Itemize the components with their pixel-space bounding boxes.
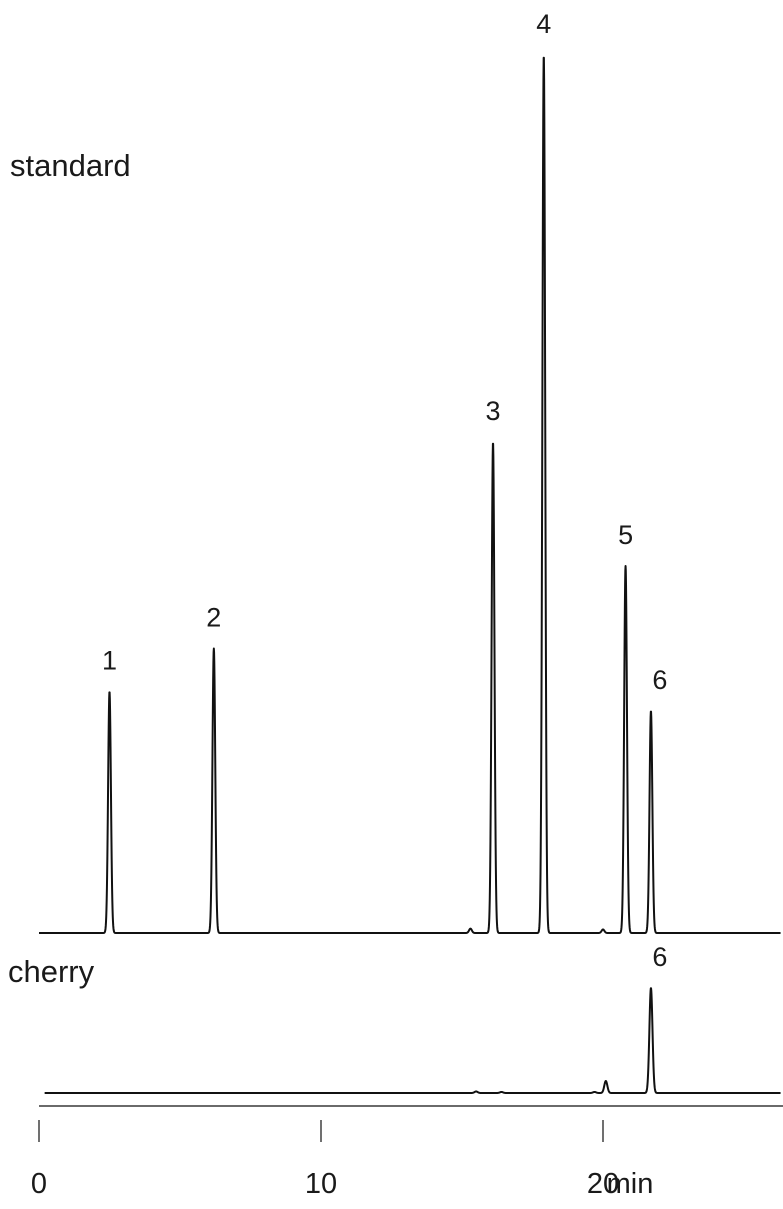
peak-label-5: 5 xyxy=(618,520,633,550)
peak-label-6: 6 xyxy=(652,665,667,695)
peak-label-4: 4 xyxy=(536,9,551,39)
panel-title-standard: standard xyxy=(10,148,131,183)
trace-cherry xyxy=(43,987,782,1094)
x-axis-unit-label: min xyxy=(607,1168,654,1200)
peak-labels-cherry: 6 xyxy=(652,942,667,972)
panel-standard: standard 1 2 3 4 5 6 xyxy=(10,9,782,934)
x-axis-ticks: 0 10 20 xyxy=(31,1120,619,1200)
peak-label-6: 6 xyxy=(652,942,667,972)
x-tick-label-20: 20 xyxy=(587,1168,619,1200)
x-tick-label-0: 0 xyxy=(31,1168,47,1200)
peak-label-1: 1 xyxy=(102,646,117,676)
peak-label-3: 3 xyxy=(485,396,500,426)
panel-title-cherry: cherry xyxy=(8,954,95,989)
peak-label-2: 2 xyxy=(206,603,221,633)
trace-standard xyxy=(38,56,782,934)
panel-cherry: cherry 6 xyxy=(8,942,782,1094)
peak-labels-standard: 1 2 3 4 5 6 xyxy=(102,9,667,695)
x-axis: 0 10 20 min xyxy=(31,1105,783,1200)
x-tick-label-10: 10 xyxy=(305,1168,337,1200)
